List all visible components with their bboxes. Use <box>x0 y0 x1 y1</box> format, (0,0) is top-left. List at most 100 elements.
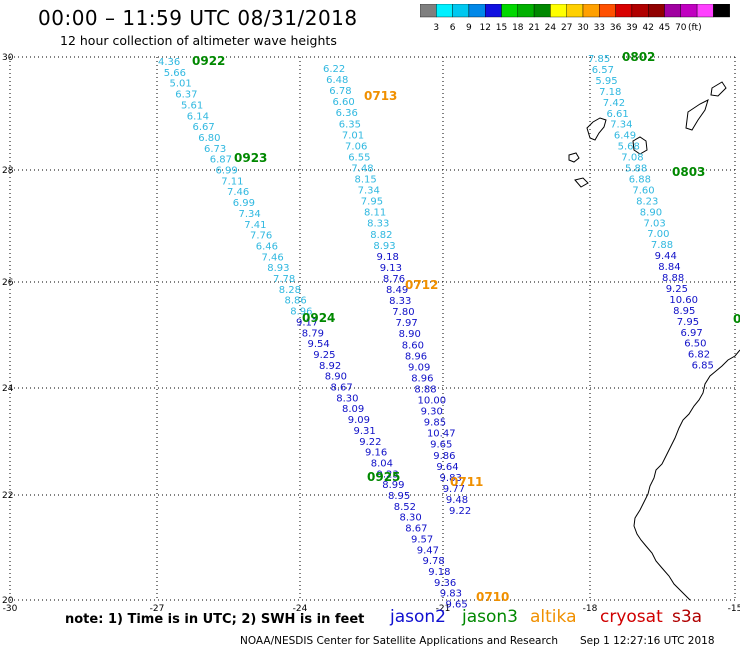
africa-coastline <box>633 349 740 601</box>
wave-height-value: 6.67 <box>193 122 215 133</box>
wave-height-value: 6.80 <box>198 133 220 144</box>
wave-height-value: 9.18 <box>377 252 399 263</box>
lon-tick-label: -24 <box>293 604 308 614</box>
wave-height-value: 7.88 <box>651 240 673 251</box>
wave-height-value: 8.82 <box>370 230 392 241</box>
wave-height-value: 6.99 <box>233 198 255 209</box>
scale-label: 9 <box>466 23 472 33</box>
wave-height-value: 5.68 <box>618 142 640 153</box>
wave-height-value: 6.46 <box>256 241 278 252</box>
scale-label: 70 <box>675 23 687 33</box>
wave-height-value: 7.18 <box>599 87 621 98</box>
wave-height-value: 8.15 <box>355 175 377 186</box>
wave-height-value: 5.66 <box>164 68 186 79</box>
wave-height-value: 7.34 <box>239 209 261 220</box>
wave-height-value: 9.31 <box>354 426 376 437</box>
wave-height-value: 9.77 <box>443 484 465 495</box>
wave-height-value: 8.88 <box>414 384 436 395</box>
wave-height-value: 8.67 <box>331 383 353 394</box>
wave-height-value: 9.09 <box>408 362 430 373</box>
wave-height-value: 9.22 <box>359 437 381 448</box>
scale-label: 24 <box>545 23 557 33</box>
page-title: 00:00 – 11:59 UTC 08/31/2018 <box>38 6 358 30</box>
pass-labels: 0922 0923 0924 0925 0713 0712 0711 0710 0802 0803… <box>192 50 740 604</box>
legend-jason3: jason3 <box>462 607 518 627</box>
wave-height-value: 6.82 <box>688 350 710 361</box>
legend-jason2: jason2 <box>390 607 446 627</box>
la-gomera-island <box>568 152 580 163</box>
lon-tick-label: -30 <box>3 604 18 614</box>
tenerife-island <box>586 117 607 141</box>
wave-height-value: 6.99 <box>216 166 238 177</box>
pass-label: 0802 <box>622 50 655 64</box>
wave-height-value: 6.85 <box>692 361 714 372</box>
wave-height-value: 6.35 <box>339 119 361 130</box>
wave-height-value: 9.65 <box>430 440 452 451</box>
wave-height-value: 5.95 <box>595 76 617 87</box>
wave-height-value: 8.49 <box>386 285 408 296</box>
wave-height-value: 8.88 <box>662 273 684 284</box>
coastline <box>568 81 740 601</box>
wave-height-value: 6.55 <box>348 152 370 163</box>
wave-height-value: 7.60 <box>632 185 654 196</box>
wave-height-value: 8.93 <box>373 241 395 252</box>
wave-height-value: 10.47 <box>427 429 456 440</box>
wave-height-value: 7.34 <box>358 186 380 197</box>
lon-tick-label: -27 <box>150 604 165 614</box>
pass-label: 0925 <box>367 470 400 484</box>
wave-height-value: 5.88 <box>625 164 647 175</box>
wave-height-value: 4.36 <box>158 57 180 68</box>
wave-height-value: 9.17 <box>296 317 318 328</box>
scale-unit: (ft) <box>688 23 702 33</box>
pass-label: 0924 <box>302 311 335 325</box>
wave-height-value: 9.30 <box>421 407 443 418</box>
wave-height-value: 7.41 <box>244 220 266 231</box>
scale-label: 36 <box>610 23 622 33</box>
wave-height-value: 8.30 <box>336 393 358 404</box>
wave-height-value: 8.23 <box>636 196 658 207</box>
wave-height-value: 7.34 <box>610 120 632 131</box>
wave-height-value: 8.95 <box>673 306 695 317</box>
lat-tick-label: 26 <box>2 278 14 288</box>
scale-label: 21 <box>528 23 539 33</box>
footer-note: note: 1) Time is in UTC; 2) SWH is in fe… <box>65 612 365 627</box>
gran-canaria-island <box>632 136 648 155</box>
wave-height-value: 9.64 <box>436 462 458 473</box>
wave-height-value: 7.85 <box>588 54 610 65</box>
wave-height-value: 8.76 <box>383 274 405 285</box>
graticule: -30 -27 -24 -21 -18 -15 30 28 26 24 22 20 <box>2 53 740 614</box>
scale-label: 45 <box>659 23 670 33</box>
altimeter-tracks: 4.365.665.016.375.616.146.676.806.736.87… <box>158 54 714 611</box>
wave-height-value: 6.88 <box>629 174 651 185</box>
wave-height-value: 10.00 <box>418 396 447 407</box>
wave-height-value: 9.78 <box>423 556 445 567</box>
scale-label: 27 <box>561 23 572 33</box>
color-scale-legend: 3 6 9 12 15 18 21 24 27 30 33 36 39 42 45 70 (ft) <box>420 4 730 33</box>
wave-height-value: 6.97 <box>681 328 703 339</box>
wave-height-value: 9.25 <box>666 284 688 295</box>
lon-tick-label: -21 <box>436 604 451 614</box>
scale-label: 15 <box>496 23 507 33</box>
lat-tick-label: 24 <box>2 384 14 394</box>
wave-height-value: 8.33 <box>389 296 411 307</box>
wave-height-value: 8.33 <box>367 219 389 230</box>
scale-label: 39 <box>626 23 638 33</box>
pass-label: 0712 <box>405 278 438 292</box>
pass-label: 0 <box>733 312 740 326</box>
wave-height-value: 6.73 <box>204 144 226 155</box>
wave-height-value: 6.48 <box>326 75 348 86</box>
wave-height-value: 6.14 <box>187 111 209 122</box>
wave-height-value: 9.36 <box>434 578 456 589</box>
scale-label: 6 <box>450 23 456 33</box>
wave-height-value: 6.36 <box>336 108 358 119</box>
wave-height-value: 8.86 <box>285 296 307 307</box>
wave-height-value: 7.03 <box>644 218 666 229</box>
wave-height-value: 8.90 <box>325 372 347 383</box>
wave-height-value: 9.25 <box>313 350 335 361</box>
wave-height-value: 8.11 <box>364 208 386 219</box>
wave-height-value: 5.01 <box>170 79 192 90</box>
wave-height-value: 6.49 <box>614 131 636 142</box>
wave-height-value: 8.52 <box>394 502 416 513</box>
lat-tick-label: 20 <box>2 596 14 606</box>
wave-height-value: 8.92 <box>319 361 341 372</box>
